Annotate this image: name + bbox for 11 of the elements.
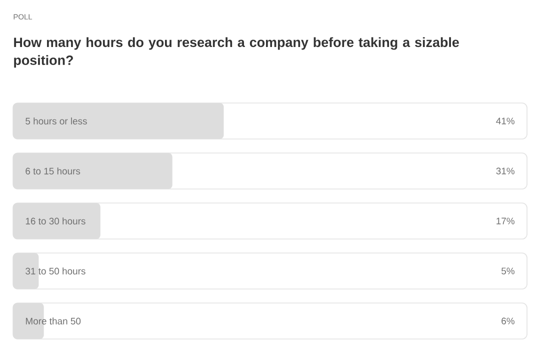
data-label: 5% bbox=[502, 268, 514, 274]
y-tick-label: 6 to 15 hours bbox=[26, 168, 80, 174]
y-tick-label: More than 50 bbox=[26, 318, 81, 324]
data-label: 17% bbox=[496, 218, 514, 224]
y-tick-label: 5 hours or less bbox=[26, 118, 87, 124]
y-tick-label: 31 to 50 hours bbox=[26, 268, 86, 274]
data-label: 41% bbox=[496, 118, 514, 124]
chart-title: How many hours do you research a company before taking a sizable position? bbox=[14, 37, 459, 68]
data-label: 6% bbox=[502, 318, 514, 324]
y-tick-label: 16 to 30 hours bbox=[26, 218, 86, 224]
data-label: 31% bbox=[496, 168, 514, 174]
